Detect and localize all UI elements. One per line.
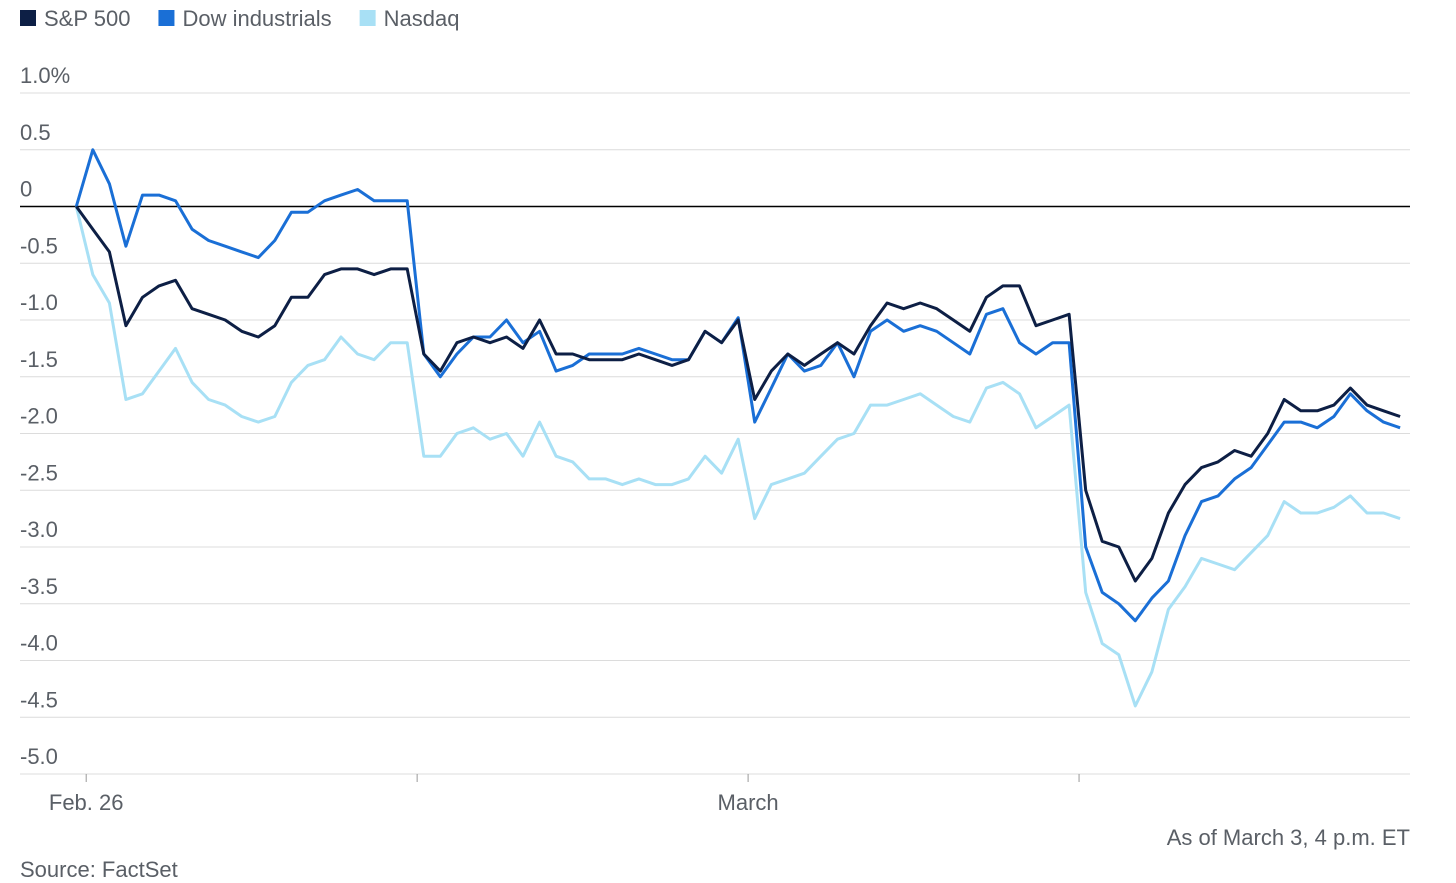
y-tick-label: -1.5 bbox=[20, 347, 58, 372]
y-tick-label: -4.5 bbox=[20, 687, 58, 712]
legend-swatch bbox=[359, 10, 376, 26]
y-tick-label: 0 bbox=[20, 177, 32, 202]
legend-label: Nasdaq bbox=[384, 6, 460, 31]
y-tick-label: -2.0 bbox=[20, 404, 58, 429]
y-tick-label: 1.0% bbox=[20, 63, 70, 88]
series-line bbox=[74, 206, 1401, 708]
y-tick-label: -5.0 bbox=[20, 744, 58, 769]
note: As of March 3, 4 p.m. ET bbox=[1167, 825, 1410, 850]
series-line bbox=[75, 205, 1401, 583]
y-tick-label: -4.0 bbox=[20, 631, 58, 656]
x-tick-label: Feb. 26 bbox=[49, 790, 124, 815]
series-line bbox=[74, 148, 1401, 623]
y-tick-label: -3.5 bbox=[20, 574, 58, 599]
y-tick-label: -2.5 bbox=[20, 460, 58, 485]
y-tick-label: -3.0 bbox=[20, 517, 58, 542]
y-tick-label: 0.5 bbox=[20, 120, 51, 145]
y-tick-label: -1.0 bbox=[20, 290, 58, 315]
y-tick-label: -0.5 bbox=[20, 233, 58, 258]
legend-swatch bbox=[158, 10, 175, 26]
legend-label: S&P 500 bbox=[44, 6, 130, 31]
legend-swatch bbox=[20, 10, 36, 26]
x-tick-label: March bbox=[718, 790, 779, 815]
source: Source: FactSet bbox=[20, 857, 178, 882]
legend-label: Dow industrials bbox=[182, 6, 331, 31]
